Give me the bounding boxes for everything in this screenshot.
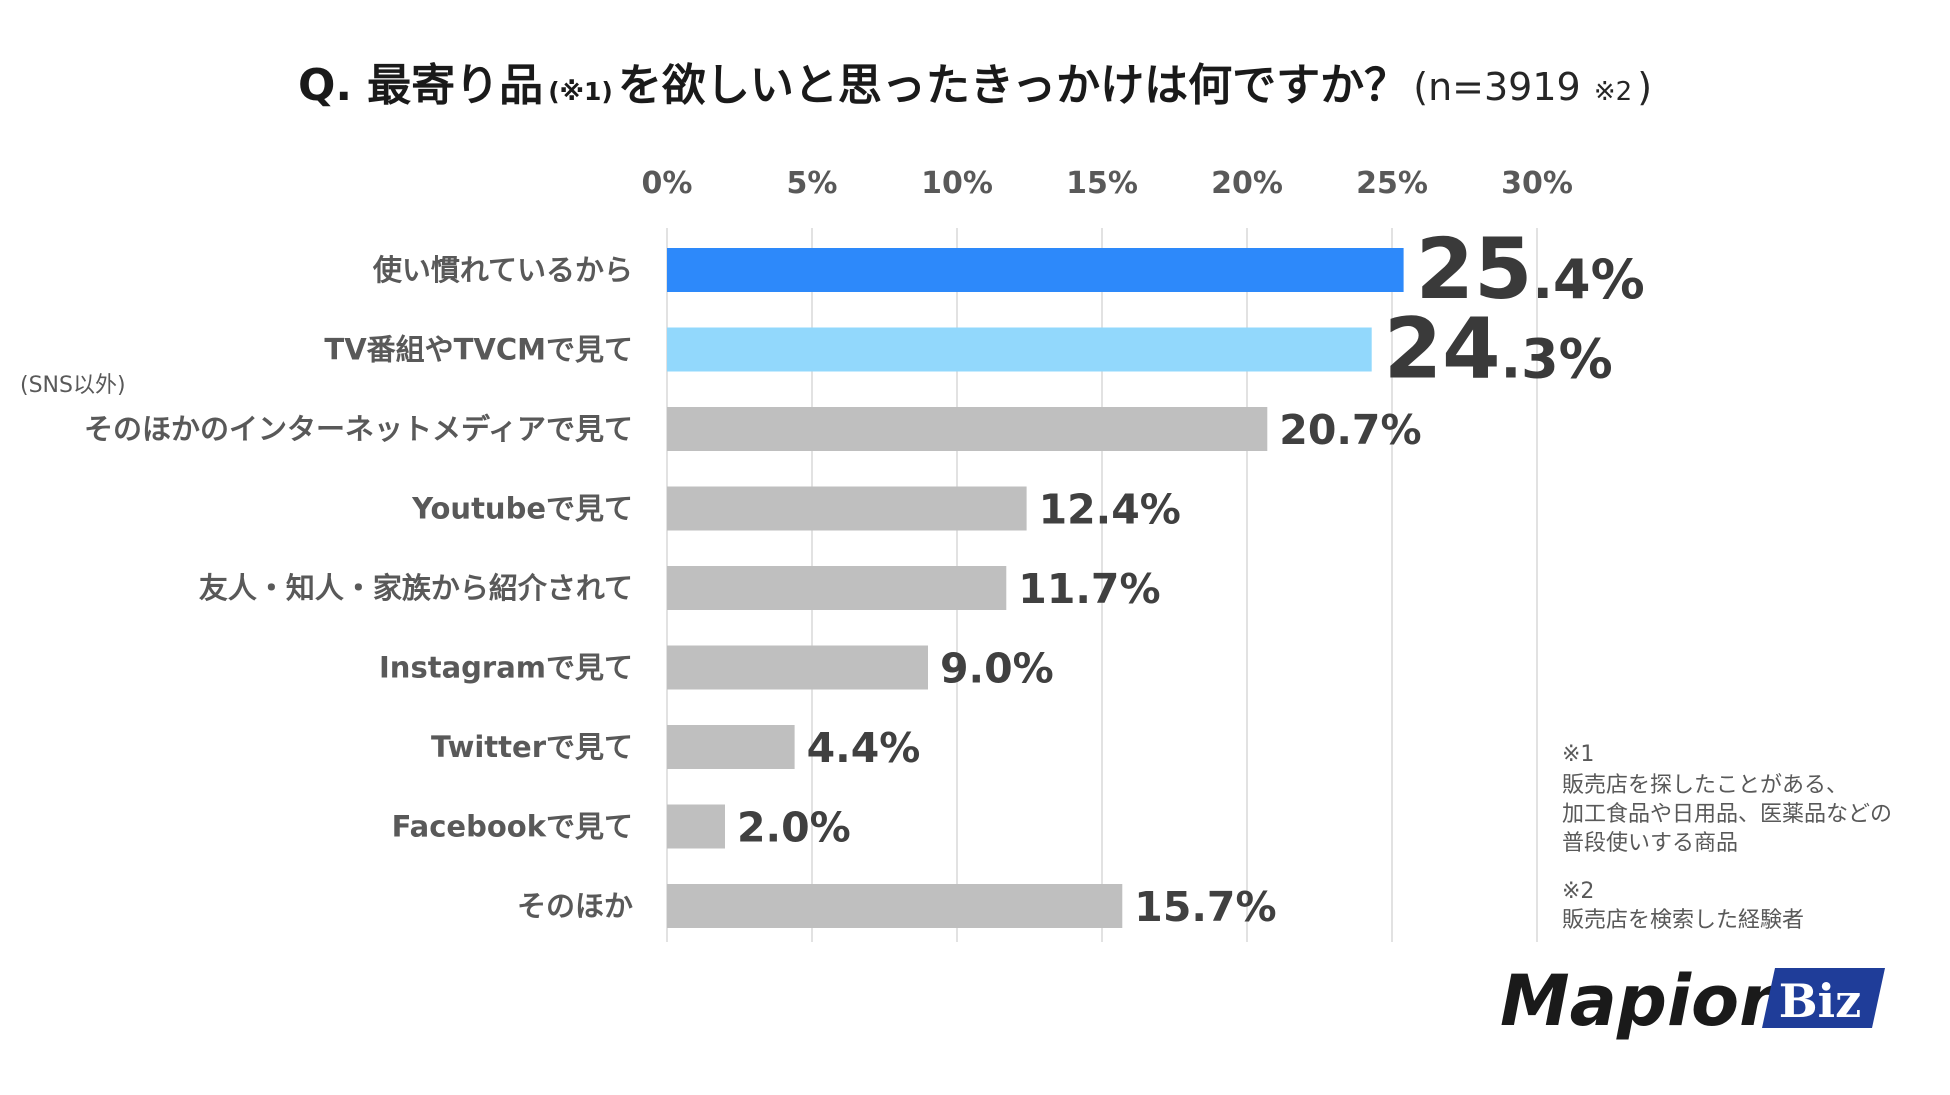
value-label: 15.7% (1134, 883, 1276, 931)
x-tick-label: 5% (787, 166, 838, 201)
title-n: (n=3919 (1413, 65, 1580, 109)
title-ref1: (※1) (548, 77, 613, 106)
note1-line-1: 販売店を探したことがある、 (1562, 773, 1848, 798)
bar (667, 327, 1372, 372)
category-label: TV番組やTVCMで見て (324, 333, 633, 367)
category-label: 友人・知人・家族から紹介されて (199, 571, 633, 605)
value-label: 4.4% (807, 724, 921, 772)
x-tick-label: 20% (1211, 166, 1283, 201)
note1-mark: ※1 (1562, 742, 1594, 767)
x-tick-label: 0% (642, 166, 693, 201)
value-label: 20.7% (1279, 406, 1421, 454)
title-text-b: を欲しいと思ったきっかけは何ですか？ (618, 60, 1408, 111)
title-close: ) (1637, 65, 1652, 109)
note2-line-1: 販売店を検索した経験者 (1562, 908, 1804, 933)
value-label: 2.0% (737, 804, 851, 852)
logo-badge-shape (1762, 968, 1885, 1028)
bar (667, 566, 1007, 610)
category-label: Youtubeで見て (411, 492, 633, 526)
value-labels: 25.4%24.3% 20.7% 12.4% 11.7% 9.0% 4.4% 2.0% 15.… (737, 220, 1645, 931)
mapion-biz-logo: Mapion Biz (1500, 960, 1885, 1042)
value-label: 9.0% (940, 645, 1054, 693)
note1-line-3: 普段使いする商品 (1562, 831, 1738, 856)
title-ref2: ※2 (1594, 77, 1632, 107)
x-axis-ticks: 0% 5% 10% 15% 20% 25% 30% (642, 166, 1573, 201)
footnotes: ※1 販売店を探したことがある、 加工食品や日用品、医薬品などの 普段使いする商… (1562, 742, 1892, 933)
category-label: 使い慣れているから (372, 253, 633, 287)
x-tick-label: 15% (1066, 166, 1138, 201)
title-q: Q. (298, 60, 352, 111)
bar (667, 804, 725, 849)
value-label-emphasized: 24.3% (1384, 300, 1613, 398)
bar (667, 486, 1027, 531)
category-note: (SNS以外) (20, 373, 126, 398)
x-tick-label: 30% (1501, 166, 1573, 201)
category-label: Twitterで見て (431, 730, 633, 764)
category-label: Facebookで見て (392, 810, 633, 844)
note2-mark: ※2 (1562, 879, 1594, 904)
logo-biz: Biz (1779, 974, 1861, 1028)
bar (667, 407, 1268, 451)
bar (667, 884, 1123, 928)
x-tick-label: 25% (1356, 166, 1428, 201)
bars (667, 248, 1404, 928)
category-label: そのほかのインターネットメディアで見て (84, 412, 633, 446)
note1-line-2: 加工食品や日用品、医薬品などの (1562, 802, 1892, 827)
value-label: 11.7% (1018, 565, 1160, 613)
bar (667, 725, 795, 769)
category-label: Instagramで見て (379, 651, 633, 685)
value-label: 12.4% (1039, 486, 1181, 534)
value-label-emphasized: 25.4% (1416, 220, 1645, 318)
logo-mapion: Mapion (1500, 960, 1789, 1042)
bar (667, 248, 1404, 292)
title-text-a: 最寄り品 (367, 60, 543, 111)
x-tick-label: 10% (921, 166, 993, 201)
category-label: そのほか (517, 889, 633, 923)
chart-title: Q. 最寄り品 (※1) を欲しいと思ったきっかけは何ですか？ (n=3919 … (298, 60, 1652, 111)
bar (667, 645, 928, 690)
category-labels: 使い慣れているから TV番組やTVCMで見てそのほかのインターネットメディアで見て… (84, 253, 633, 923)
